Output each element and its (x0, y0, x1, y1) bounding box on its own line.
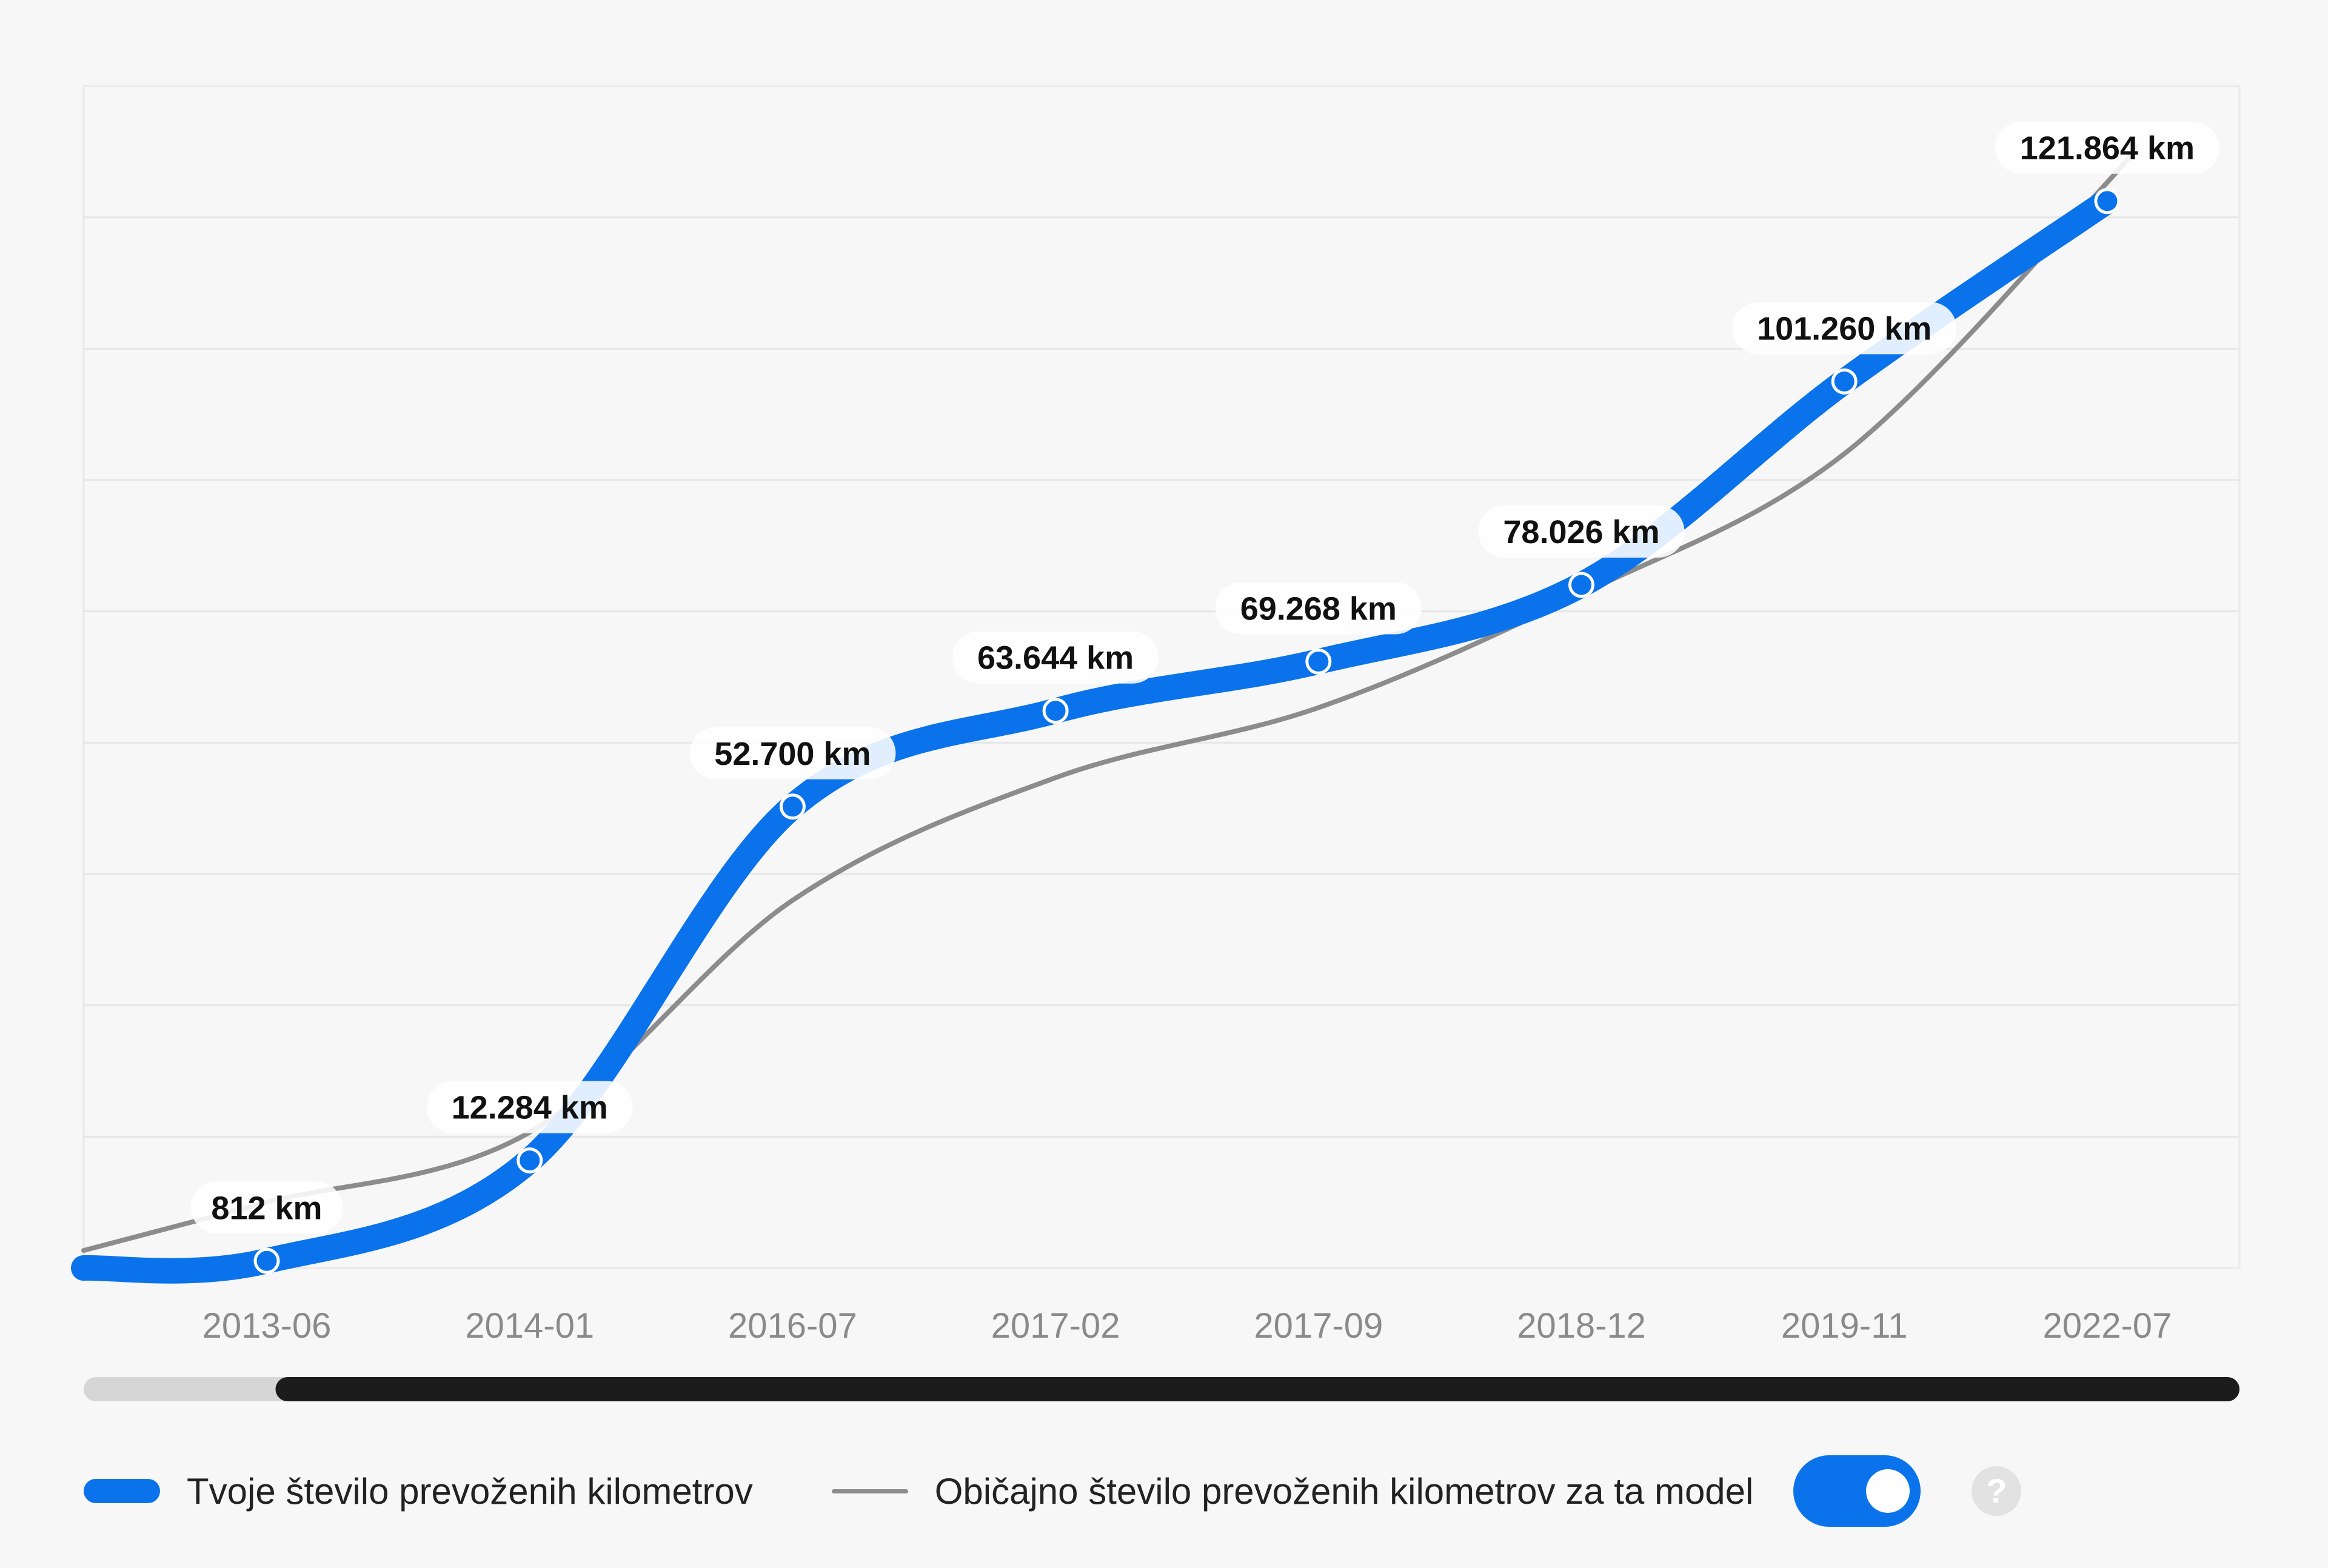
toggle-knob (1866, 1469, 1910, 1513)
comparison-toggle[interactable] (1793, 1455, 1921, 1527)
data-label-bg (191, 1181, 343, 1234)
data-label-bg (1995, 121, 2219, 174)
x-axis-ticks: 2013-06 2014-01 2016-07 2017-02 2017-09 2018-… (202, 1306, 2172, 1346)
data-label: 63.644 km (977, 640, 1134, 676)
data-label-bg (952, 631, 1159, 684)
your-mileage-series: 812 km 12.284 km 52.700 km 63.644 km 69.268 … (71, 121, 2219, 1284)
scrollbar[interactable] (84, 1377, 2240, 1401)
data-label: 812 km (211, 1190, 322, 1226)
x-tick-label: 2014-01 (465, 1306, 594, 1346)
x-tick-label: 2018-12 (1517, 1306, 1646, 1346)
legend-swatch-your-mileage (84, 1479, 160, 1503)
data-point[interactable] (1042, 698, 1069, 724)
data-point[interactable] (253, 1247, 280, 1274)
data-label: 12.284 km (452, 1090, 608, 1126)
data-label: 52.700 km (714, 736, 871, 772)
x-tick-label: 2017-02 (991, 1306, 1120, 1346)
question-icon[interactable]: ? (1972, 1466, 2022, 1516)
typical-mileage-series (81, 140, 2138, 1253)
typical-mileage-line (81, 140, 2138, 1253)
data-label: 121.864 km (2020, 130, 2195, 167)
legend: Tvoje število prevoženih kilometrov Obič… (84, 1455, 2022, 1527)
data-label-bg (1478, 505, 1685, 558)
data-label-bg (1215, 582, 1422, 635)
data-label-bg (689, 727, 896, 779)
data-label: 101.260 km (1757, 310, 1932, 347)
legend-label-your-mileage: Tvoje število prevoženih kilometrov (187, 1470, 753, 1512)
data-label-bg (1732, 302, 1957, 355)
x-tick-label: 2019-11 (1781, 1306, 1908, 1346)
data-point[interactable] (517, 1147, 543, 1174)
x-tick-label: 2017-09 (1254, 1306, 1383, 1346)
data-point[interactable] (1305, 648, 1332, 675)
data-point[interactable] (779, 793, 806, 820)
legend-swatch-typical-mileage (831, 1489, 908, 1493)
x-tick-label: 2022-07 (2042, 1306, 2172, 1346)
x-tick-label: 2016-07 (728, 1306, 857, 1346)
scrollbar-thumb[interactable] (275, 1377, 2240, 1401)
x-tick-label: 2013-06 (202, 1306, 332, 1346)
data-point[interactable] (1831, 368, 1858, 395)
data-label: 78.026 km (1503, 514, 1659, 550)
data-point[interactable] (1568, 572, 1594, 598)
legend-label-typical-mileage: Običajno število prevoženih kilometrov z… (934, 1470, 1754, 1512)
data-label: 69.268 km (1240, 590, 1397, 627)
data-point[interactable] (2094, 188, 2121, 215)
data-label-bg (426, 1081, 633, 1133)
